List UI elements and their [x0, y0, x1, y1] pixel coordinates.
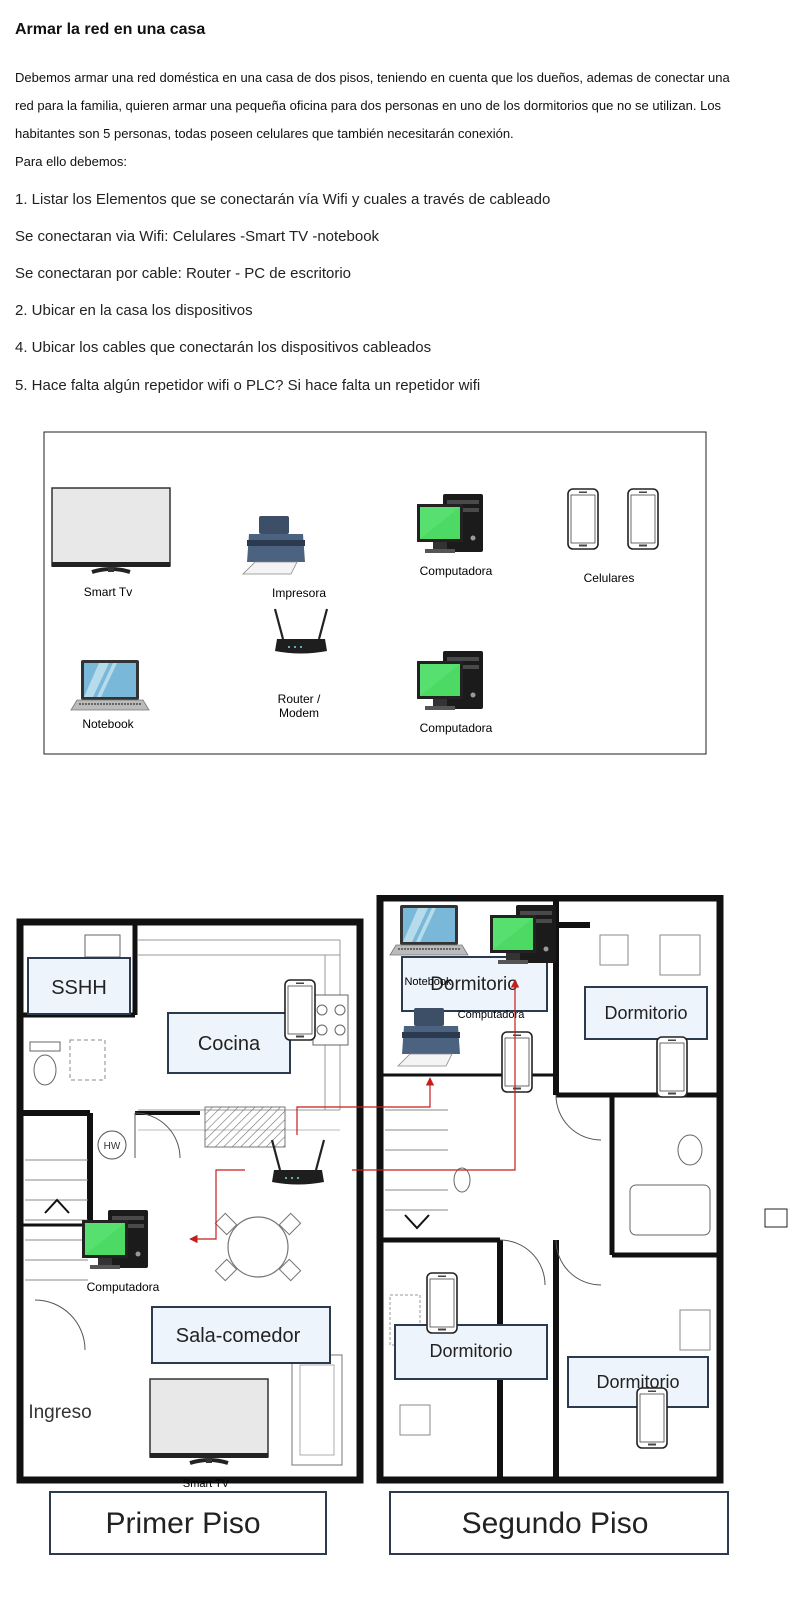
computer-label: Computadora [87, 1280, 160, 1294]
printer-label: Impresora [272, 586, 326, 600]
phone-icon [627, 488, 659, 550]
notebook-icon [70, 659, 150, 711]
intro-paragraph: Debemos armar una red doméstica en una c… [15, 64, 790, 176]
room-label-box [394, 1324, 548, 1380]
edge-shape [764, 1208, 788, 1228]
room-label-entrance: Ingreso [28, 1402, 91, 1423]
notebook-label: Notebook [82, 717, 134, 731]
floor-title-second: Segundo Piso [462, 1507, 649, 1540]
phone-icon [567, 488, 599, 550]
smart-tv-label: Smart Tv [84, 585, 132, 599]
room-label-box [151, 1306, 331, 1364]
room-label-box [27, 957, 131, 1015]
phone-icon [284, 979, 316, 1041]
floor-title-first: Primer Piso [105, 1507, 260, 1540]
cable-to-first-floor-pc [189, 1169, 245, 1244]
question-5: 5. Hace falta algún repetidor wifi o PLC… [15, 377, 481, 394]
smart-tv-label: Smart TV [183, 1478, 230, 1490]
first-floor-plan: HW SSHH Cocina [16, 918, 364, 1555]
question-1: 1. Listar los Elementos que se conectará… [15, 191, 551, 208]
room-label-bathroom: SSHH [51, 977, 107, 999]
second-floor-plan: Dormitorio Dormitorio Dormitorio Dormito… [376, 895, 729, 1555]
router-label: Router / [278, 692, 321, 706]
notebook-icon [389, 904, 469, 956]
phone-icon [656, 1036, 688, 1098]
computer-label: Computadora [458, 1009, 526, 1021]
room-label-bedroom: Dormitorio [604, 1003, 687, 1023]
smart-tv-icon [50, 486, 172, 574]
floor-title-box [49, 1491, 327, 1555]
cable-lines [189, 979, 520, 1244]
inventory-frame [43, 431, 707, 755]
computer-label: Computadora [420, 564, 493, 578]
room-label-bedroom: Dormitorio [596, 1372, 679, 1392]
device-inventory-diagram: Smart Tv Impresora Computadora Celulares… [43, 431, 707, 755]
phone-icon [426, 1272, 458, 1334]
heater-label: HW [104, 1141, 121, 1152]
floor-plan: HW SSHH Cocina [16, 895, 788, 1555]
notebook-label: Notebook [404, 976, 452, 988]
phone-icon [636, 1387, 668, 1449]
cable-to-printer [296, 1077, 435, 1135]
phone-icon [501, 1031, 533, 1093]
room-label-box [167, 1012, 291, 1074]
phones-label: Celulares [584, 571, 635, 585]
smart-tv-icon [148, 1377, 270, 1465]
intro-line: Para ello debemos: [15, 154, 128, 169]
intro-line: red para la familia, quieren armar una p… [15, 98, 722, 113]
page-title: Armar la red en una casa [15, 21, 206, 38]
room-label-living: Sala-comedor [176, 1325, 301, 1347]
room-label-bedroom: Dormitorio [429, 1341, 512, 1361]
cable-to-second-floor-pc [352, 979, 520, 1171]
room-label-bedroom: Dormitorio [430, 974, 518, 995]
floor-title-box [389, 1491, 729, 1555]
room-label-box [401, 956, 548, 1012]
router-label: Modem [279, 706, 319, 720]
intro-line: Debemos armar una red doméstica en una c… [15, 70, 730, 85]
answer-wifi: Se conectaran via Wifi: Celulares -Smart… [15, 228, 380, 245]
question-4: 4. Ubicar los cables que conectarán los … [15, 339, 432, 356]
question-2: 2. Ubicar en la casa los dispositivos [15, 302, 253, 319]
computer-label: Computadora [420, 721, 493, 735]
room-label-box [584, 986, 708, 1040]
answer-cable: Se conectaran por cable: Router - PC de … [15, 265, 351, 282]
room-label-kitchen: Cocina [198, 1033, 261, 1055]
intro-line: habitantes son 5 personas, todas poseen … [15, 126, 514, 141]
